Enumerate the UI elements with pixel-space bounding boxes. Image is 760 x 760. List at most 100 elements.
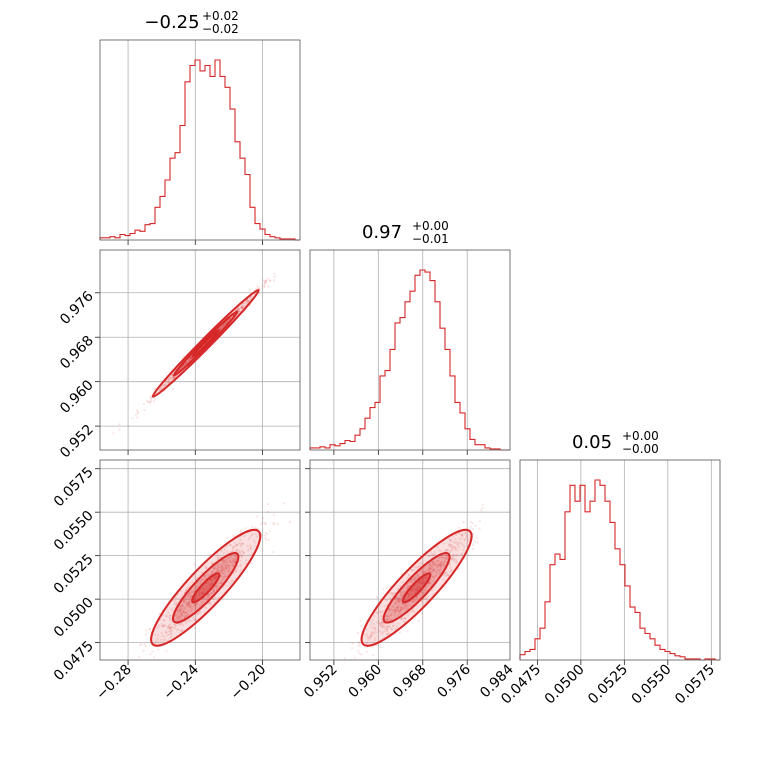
sample-point bbox=[204, 585, 207, 589]
sample-point bbox=[205, 582, 208, 585]
sample-point bbox=[348, 665, 350, 667]
sample-point bbox=[216, 556, 219, 559]
sample-point bbox=[455, 560, 458, 563]
sample-point bbox=[205, 566, 208, 569]
sample-point bbox=[215, 587, 218, 590]
sample-point bbox=[196, 576, 199, 579]
sample-point bbox=[369, 637, 372, 640]
sample-point bbox=[178, 605, 181, 608]
sample-point bbox=[230, 555, 233, 558]
sample-point bbox=[231, 305, 234, 308]
sample-point bbox=[249, 536, 252, 539]
sample-point bbox=[418, 585, 421, 588]
sample-point bbox=[263, 285, 266, 289]
sample-point bbox=[228, 560, 232, 563]
sample-point bbox=[187, 601, 190, 604]
sample-point bbox=[269, 279, 272, 282]
sample-point bbox=[395, 609, 398, 612]
sample-point bbox=[231, 564, 234, 567]
sample-point bbox=[182, 611, 185, 614]
sample-point bbox=[433, 551, 436, 554]
sample-point bbox=[215, 574, 218, 577]
sample-point bbox=[208, 584, 211, 587]
sample-point bbox=[414, 583, 418, 586]
sample-point bbox=[179, 608, 182, 612]
sample-point bbox=[216, 566, 219, 570]
sample-point bbox=[246, 300, 249, 303]
sample-point bbox=[410, 568, 413, 572]
sample-point bbox=[228, 567, 231, 570]
sample-point bbox=[409, 600, 412, 603]
sample-point bbox=[183, 599, 186, 602]
sample-point bbox=[186, 593, 189, 597]
sample-point bbox=[196, 612, 200, 615]
sample-point bbox=[273, 522, 276, 526]
sample-point bbox=[201, 593, 204, 597]
sample-point bbox=[272, 514, 275, 517]
sample-point bbox=[420, 579, 423, 582]
sample-point bbox=[188, 602, 191, 605]
sample-point bbox=[212, 589, 215, 592]
sample-point bbox=[400, 606, 404, 610]
sample-point bbox=[241, 303, 244, 306]
sample-point bbox=[194, 619, 197, 622]
sample-point bbox=[399, 606, 402, 610]
sample-point bbox=[373, 615, 376, 618]
histogram-2 bbox=[519, 479, 720, 661]
sample-point bbox=[160, 623, 163, 626]
sample-point bbox=[374, 629, 377, 632]
sample-point bbox=[172, 376, 175, 379]
sample-point bbox=[198, 591, 201, 594]
sample-point bbox=[387, 608, 390, 611]
sample-point bbox=[247, 298, 250, 301]
sample-point bbox=[392, 592, 395, 595]
sample-point bbox=[454, 560, 457, 563]
sample-point bbox=[347, 661, 349, 663]
sample-point bbox=[179, 616, 182, 620]
sample-point bbox=[164, 630, 167, 633]
sample-point bbox=[179, 605, 183, 608]
sample-point bbox=[156, 626, 159, 630]
sample-point bbox=[461, 553, 464, 556]
scatter-cloud bbox=[343, 503, 484, 667]
sample-point bbox=[238, 542, 241, 545]
x-tick-label: 0.952 bbox=[301, 662, 341, 702]
sample-point bbox=[380, 615, 383, 618]
sample-point bbox=[433, 564, 436, 567]
sample-point bbox=[400, 593, 403, 597]
sample-point bbox=[225, 561, 228, 564]
sample-point bbox=[194, 589, 197, 592]
sample-point bbox=[407, 592, 410, 596]
sample-point bbox=[481, 507, 484, 510]
sample-point bbox=[222, 559, 225, 562]
sample-point bbox=[425, 589, 428, 592]
sample-point bbox=[416, 598, 419, 602]
sample-point bbox=[169, 376, 172, 379]
density-contour-2 bbox=[401, 572, 432, 604]
sample-point bbox=[396, 614, 400, 617]
sample-point bbox=[221, 569, 224, 572]
sample-point bbox=[378, 623, 381, 626]
sample-point bbox=[199, 581, 203, 584]
sample-point bbox=[205, 588, 208, 592]
sample-point bbox=[429, 567, 432, 570]
sample-point bbox=[163, 384, 166, 387]
sample-point bbox=[188, 359, 191, 363]
sample-point bbox=[266, 510, 269, 514]
sample-point bbox=[223, 552, 226, 555]
sample-point bbox=[379, 646, 383, 649]
sample-point bbox=[428, 582, 431, 585]
sample-point bbox=[433, 563, 436, 566]
sample-point bbox=[417, 585, 420, 588]
sample-point bbox=[385, 625, 388, 628]
sample-point bbox=[232, 559, 235, 562]
sample-point bbox=[201, 591, 204, 594]
sample-point bbox=[264, 281, 267, 284]
sample-point bbox=[417, 574, 420, 577]
sample-point bbox=[231, 561, 234, 564]
panel-1-0 bbox=[95, 249, 301, 455]
sample-point bbox=[257, 287, 261, 290]
sample-point bbox=[225, 563, 228, 566]
sample-point bbox=[224, 566, 227, 570]
sample-point bbox=[398, 612, 402, 615]
